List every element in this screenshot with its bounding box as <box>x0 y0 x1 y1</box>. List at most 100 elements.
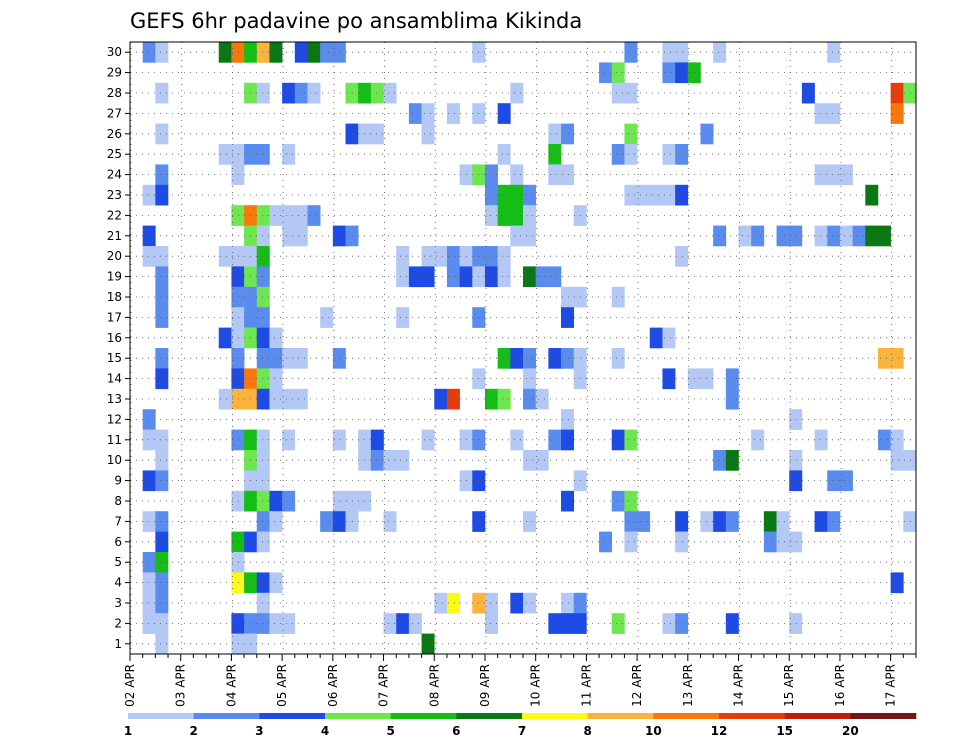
y-tick-label: 9 <box>114 474 122 488</box>
heat-cell <box>231 164 245 186</box>
heat-cell <box>155 246 169 267</box>
heat-cell <box>890 450 904 471</box>
heat-cell <box>713 511 727 532</box>
heat-cell <box>624 531 638 553</box>
y-tick-label: 30 <box>107 45 122 59</box>
heat-cell <box>497 144 511 165</box>
heat-cell <box>231 246 245 267</box>
heat-cell <box>332 225 346 247</box>
heat-cell <box>611 286 625 308</box>
heat-cell <box>776 225 790 247</box>
heat-cell <box>155 511 169 532</box>
x-tick-label: 10 APR <box>529 664 543 707</box>
heat-cell <box>839 470 853 492</box>
heat-cell <box>383 82 397 104</box>
heat-cell <box>611 348 625 369</box>
heat-cell <box>256 511 270 532</box>
heat-cell <box>256 42 270 63</box>
x-tick-label: 13 APR <box>681 664 695 707</box>
heat-cell <box>561 592 575 614</box>
heat-cell <box>611 62 625 84</box>
heat-cell <box>865 225 879 247</box>
y-axis: 1234567891011121314151617181920212223242… <box>107 45 130 651</box>
heat-cell <box>218 327 232 349</box>
heat-cell <box>155 266 169 288</box>
grid-layer <box>130 42 916 654</box>
heat-cell <box>155 592 169 614</box>
heat-cell <box>548 144 562 165</box>
x-tick-label: 16 APR <box>833 664 847 707</box>
y-tick-label: 14 <box>107 372 122 386</box>
heat-cell <box>142 246 156 267</box>
y-tick-label: 7 <box>114 514 122 528</box>
heat-cell <box>890 103 904 124</box>
heat-cell <box>484 164 498 186</box>
heat-cell <box>624 123 638 145</box>
y-tick-label: 17 <box>107 310 122 324</box>
heat-cell <box>155 368 169 390</box>
heat-cell <box>294 205 308 226</box>
heat-cell <box>370 450 384 471</box>
heat-cell <box>624 429 638 451</box>
heat-cell <box>662 184 676 206</box>
heat-cell <box>142 470 156 492</box>
heat-cell <box>839 164 853 186</box>
x-tick-label: 07 APR <box>377 664 391 707</box>
y-tick-label: 24 <box>107 168 122 182</box>
heat-cell <box>725 613 739 634</box>
heat-cell <box>548 429 562 451</box>
y-tick-label: 13 <box>107 392 122 406</box>
heat-cell <box>218 144 232 165</box>
colorbar: 1 2 3 4 5 6 7 8 10 12 15 20 <box>124 713 917 738</box>
heat-cell <box>231 368 245 390</box>
heat-cell <box>142 42 156 63</box>
heat-cell <box>256 429 270 451</box>
heat-cell <box>396 450 410 471</box>
heat-cell <box>396 246 410 267</box>
heat-cell <box>282 205 296 226</box>
colorbar-label: 3 <box>255 724 263 738</box>
heat-cell <box>282 613 296 634</box>
heat-cell <box>155 184 169 206</box>
heat-cell <box>510 592 524 614</box>
heat-cell <box>434 246 448 267</box>
y-tick-label: 29 <box>107 66 122 80</box>
heat-cell <box>535 266 549 288</box>
heat-cell <box>269 511 283 532</box>
heat-cell <box>421 246 435 267</box>
heat-cell <box>142 572 156 594</box>
heat-cell <box>484 266 498 288</box>
heat-cell <box>903 511 917 532</box>
heat-cell <box>231 266 245 288</box>
heat-cell <box>484 592 498 614</box>
heat-cell <box>231 348 245 369</box>
heat-cell <box>142 225 156 247</box>
heat-cell <box>789 470 803 492</box>
heat-cell <box>231 388 245 410</box>
heat-cell <box>256 613 270 634</box>
heat-cell <box>307 82 321 104</box>
heat-cell <box>434 592 448 614</box>
heat-cell <box>256 205 270 226</box>
heat-cell <box>675 42 689 63</box>
heat-cell <box>827 164 841 186</box>
heat-cell <box>675 531 689 553</box>
heat-cell <box>142 552 156 573</box>
heat-cell <box>599 62 613 84</box>
heat-cell <box>510 164 524 186</box>
heat-cell <box>484 184 498 206</box>
heat-cell <box>383 450 397 471</box>
heat-cell <box>282 429 296 451</box>
heat-cell <box>256 368 270 390</box>
x-tick-label: 02 APR <box>123 664 137 707</box>
heat-cell <box>675 62 689 84</box>
y-tick-label: 21 <box>107 229 122 243</box>
heat-cell <box>637 184 651 206</box>
heat-cell <box>725 450 739 471</box>
heat-cell <box>523 592 536 614</box>
heat-cell <box>269 348 283 369</box>
x-tick-label: 12 APR <box>630 664 644 707</box>
heat-cell <box>890 429 904 451</box>
heat-cell <box>446 388 460 410</box>
